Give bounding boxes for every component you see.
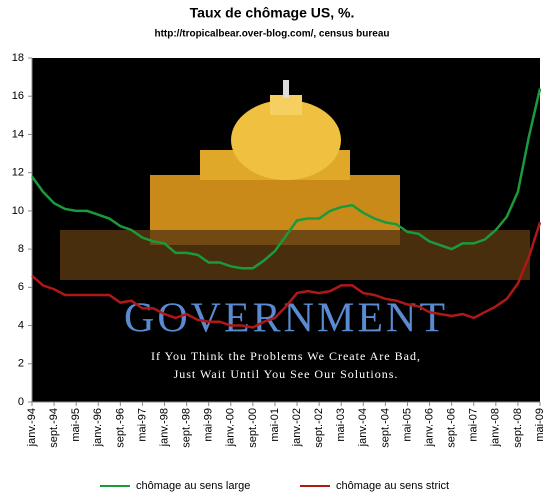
legend-label: chômage au sens large bbox=[136, 480, 250, 492]
x-tick-label: mai-97 bbox=[136, 408, 148, 442]
y-tick-label: 6 bbox=[18, 281, 24, 293]
y-tick-label: 8 bbox=[18, 243, 24, 255]
y-tick-label: 10 bbox=[12, 205, 24, 217]
chart-title: Taux de chômage US, %. bbox=[190, 5, 355, 21]
x-tick-label: mai-95 bbox=[70, 408, 82, 442]
poster-title: GOVERNMENT bbox=[124, 296, 448, 342]
x-tick-label: sept.-02 bbox=[313, 408, 325, 448]
y-tick-label: 16 bbox=[12, 90, 24, 102]
y-tick-label: 14 bbox=[12, 128, 24, 140]
line-series bbox=[30, 88, 542, 270]
y-tick-label: 4 bbox=[18, 319, 24, 331]
x-tick-label: mai-03 bbox=[335, 408, 347, 442]
x-tick-label: mai-01 bbox=[269, 408, 281, 442]
y-tick-label: 18 bbox=[12, 52, 24, 64]
chart-subtitle: http://tropicalbear.over-blog.com/, cens… bbox=[154, 29, 389, 40]
x-tick-label: janv.-02 bbox=[291, 408, 303, 447]
x-tick-label: janv.-04 bbox=[357, 408, 369, 447]
x-tick-label: janv.-96 bbox=[92, 408, 104, 447]
x-tick-label: sept.-06 bbox=[446, 408, 458, 448]
x-tick-label: sept.-96 bbox=[114, 408, 126, 448]
legend-label: chômage au sens strict bbox=[336, 480, 449, 492]
x-tick-label: janv.-06 bbox=[423, 408, 435, 447]
x-tick-label: sept.-00 bbox=[247, 408, 259, 448]
x-tick-label: mai-09 bbox=[534, 408, 545, 442]
x-tick-label: janv.-08 bbox=[490, 408, 502, 447]
line-series bbox=[31, 221, 542, 329]
poster-text: If You Think the Problems We Create Are … bbox=[151, 349, 421, 363]
x-tick-label: janv.-00 bbox=[225, 408, 237, 447]
x-tick-label: janv.-94 bbox=[26, 408, 38, 447]
x-tick-label: sept.-98 bbox=[181, 408, 193, 448]
y-tick-label: 0 bbox=[18, 396, 24, 408]
poster-text: Just Wait Until You See Our Solutions. bbox=[174, 367, 399, 381]
x-tick-label: sept.-94 bbox=[48, 408, 60, 448]
x-tick-label: mai-05 bbox=[401, 408, 413, 442]
x-tick-label: mai-99 bbox=[203, 408, 215, 442]
x-tick-label: mai-07 bbox=[468, 408, 480, 442]
x-tick-label: janv.-98 bbox=[158, 408, 170, 447]
x-tick-label: sept.-08 bbox=[512, 408, 524, 448]
x-tick-label: sept.-04 bbox=[379, 408, 391, 448]
y-tick-label: 2 bbox=[18, 358, 24, 370]
y-tick-label: 12 bbox=[12, 167, 24, 179]
